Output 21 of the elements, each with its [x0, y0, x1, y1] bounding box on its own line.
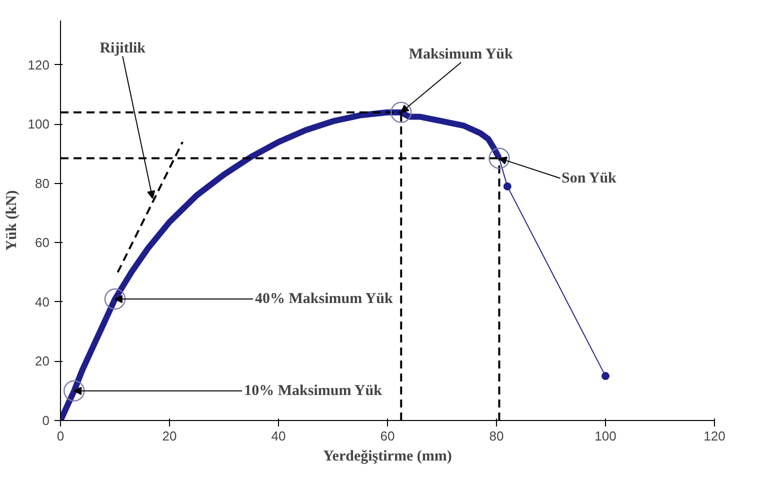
y-axis-title: Yük (kN) — [4, 190, 20, 251]
x-tick-label: 60 — [380, 428, 395, 444]
y-tick-label: 20 — [35, 354, 50, 369]
annotation: Rijitlik — [100, 40, 146, 56]
x-tick-label: 20 — [162, 428, 177, 444]
annotation: Son Yük — [562, 170, 618, 186]
x-axis-title: Yerdeğiştirme (mm) — [323, 448, 452, 464]
x-tick-label: 100 — [594, 428, 616, 444]
annotation: 40% Maksimum Yük — [255, 291, 394, 308]
y-tick-label: 60 — [35, 235, 50, 250]
x-tick-label: 40 — [271, 428, 286, 444]
x-tick-label: 0 — [56, 428, 64, 444]
annotation: Maksimum Yük — [408, 46, 514, 62]
y-tick-label: 80 — [35, 176, 50, 191]
x-tick-label: 120 — [704, 428, 726, 444]
y-tick-label: 120 — [28, 57, 50, 72]
x-tick-label: 80 — [489, 428, 504, 444]
y-tick-label: 0 — [42, 413, 50, 428]
y-tick-label: 40 — [35, 294, 50, 310]
annotation: 10% Maksimum Yük — [244, 382, 383, 399]
y-tick-label: 100 — [28, 116, 50, 132]
